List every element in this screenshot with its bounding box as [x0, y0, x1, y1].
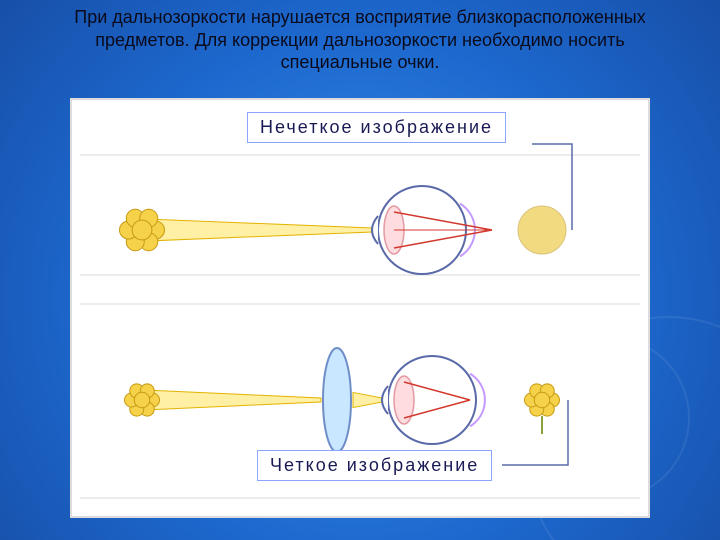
slide-title: При дальнозоркости нарушается восприятие… — [40, 6, 680, 74]
diagram-panel: Нечеткое изображение Четкое изображение — [70, 98, 650, 518]
label-blurry: Нечеткое изображение — [247, 112, 506, 143]
label-sharp: Четкое изображение — [257, 450, 492, 481]
slide-root: При дальнозоркости нарушается восприятие… — [0, 0, 720, 540]
